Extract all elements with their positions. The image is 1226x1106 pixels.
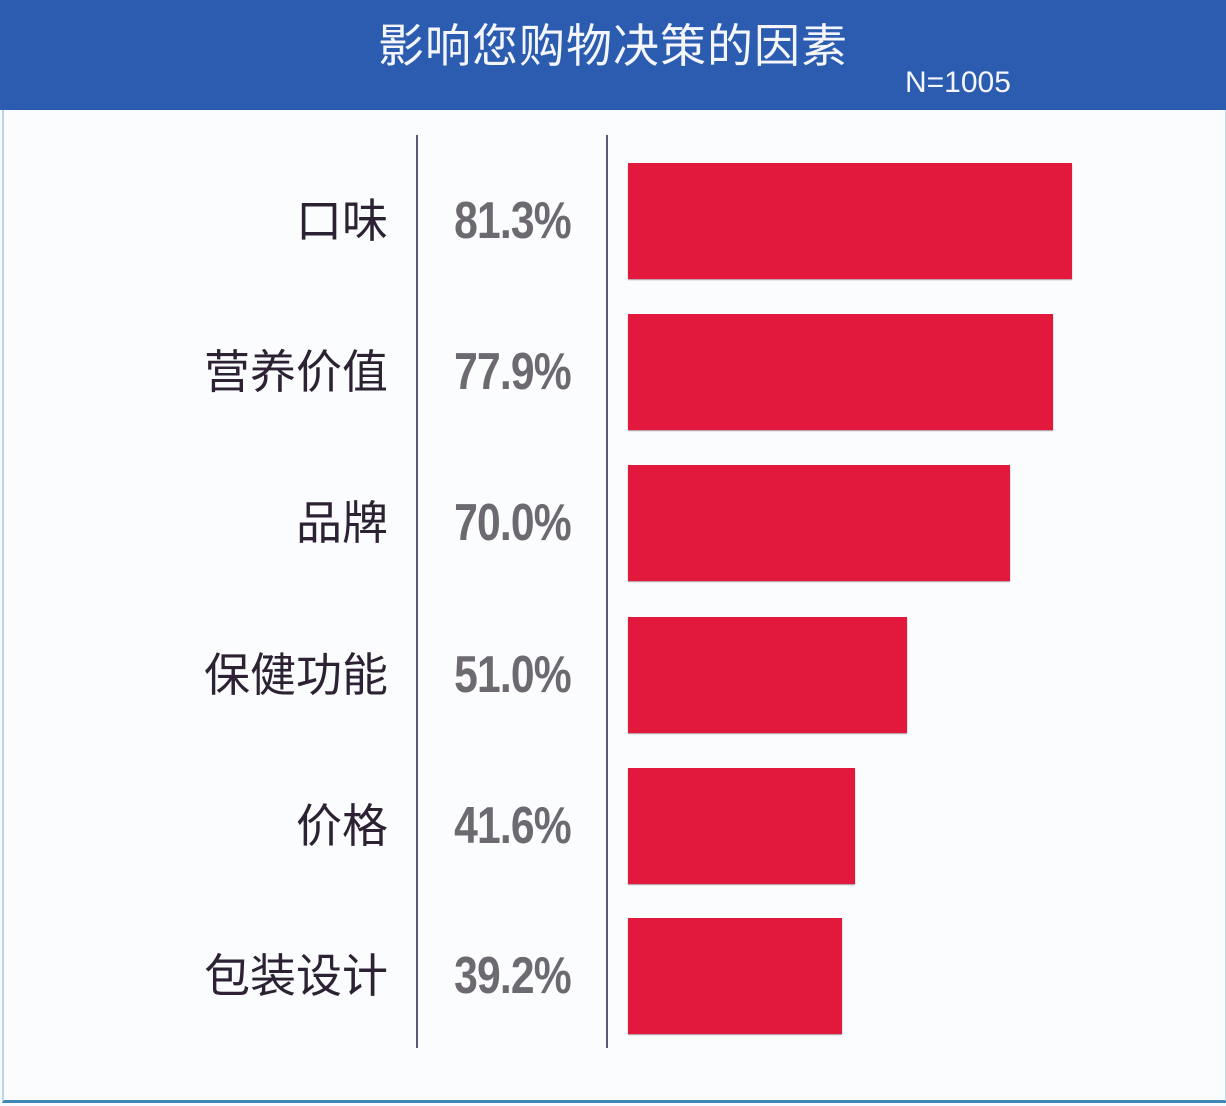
value-label: 77.9%: [454, 343, 572, 401]
value-label: 70.0%: [454, 494, 572, 552]
value-label: 81.3%: [454, 192, 572, 250]
bar-row: 品牌 70.0%: [0, 465, 1226, 581]
bar: [628, 163, 1072, 279]
bar-row: 包装设计 39.2%: [0, 918, 1226, 1034]
chart-header: 影响您购物决策的因素 N=1005: [0, 0, 1226, 110]
divider-left: [416, 135, 418, 1048]
bar: [628, 768, 855, 884]
bar-row: 价格 41.6%: [0, 768, 1226, 884]
chart-title: 影响您购物决策的因素: [378, 19, 848, 73]
bar: [628, 918, 842, 1034]
bar: [628, 465, 1010, 581]
value-label: 51.0%: [454, 646, 572, 704]
bar-row: 口味 81.3%: [0, 163, 1226, 279]
category-label: 价格: [296, 799, 388, 853]
bar-row: 营养价值 77.9%: [0, 314, 1226, 430]
value-label: 41.6%: [454, 797, 572, 855]
category-label: 口味: [296, 194, 388, 248]
sample-size: N=1005: [905, 66, 1011, 99]
divider-right: [606, 135, 608, 1048]
category-label: 品牌: [296, 496, 388, 550]
category-label: 包装设计: [204, 949, 388, 1003]
bar: [628, 314, 1053, 430]
value-label: 39.2%: [454, 947, 572, 1005]
bar-row: 保健功能 51.0%: [0, 617, 1226, 733]
bar: [628, 617, 907, 733]
category-label: 营养价值: [204, 345, 388, 399]
category-label: 保健功能: [204, 648, 388, 702]
